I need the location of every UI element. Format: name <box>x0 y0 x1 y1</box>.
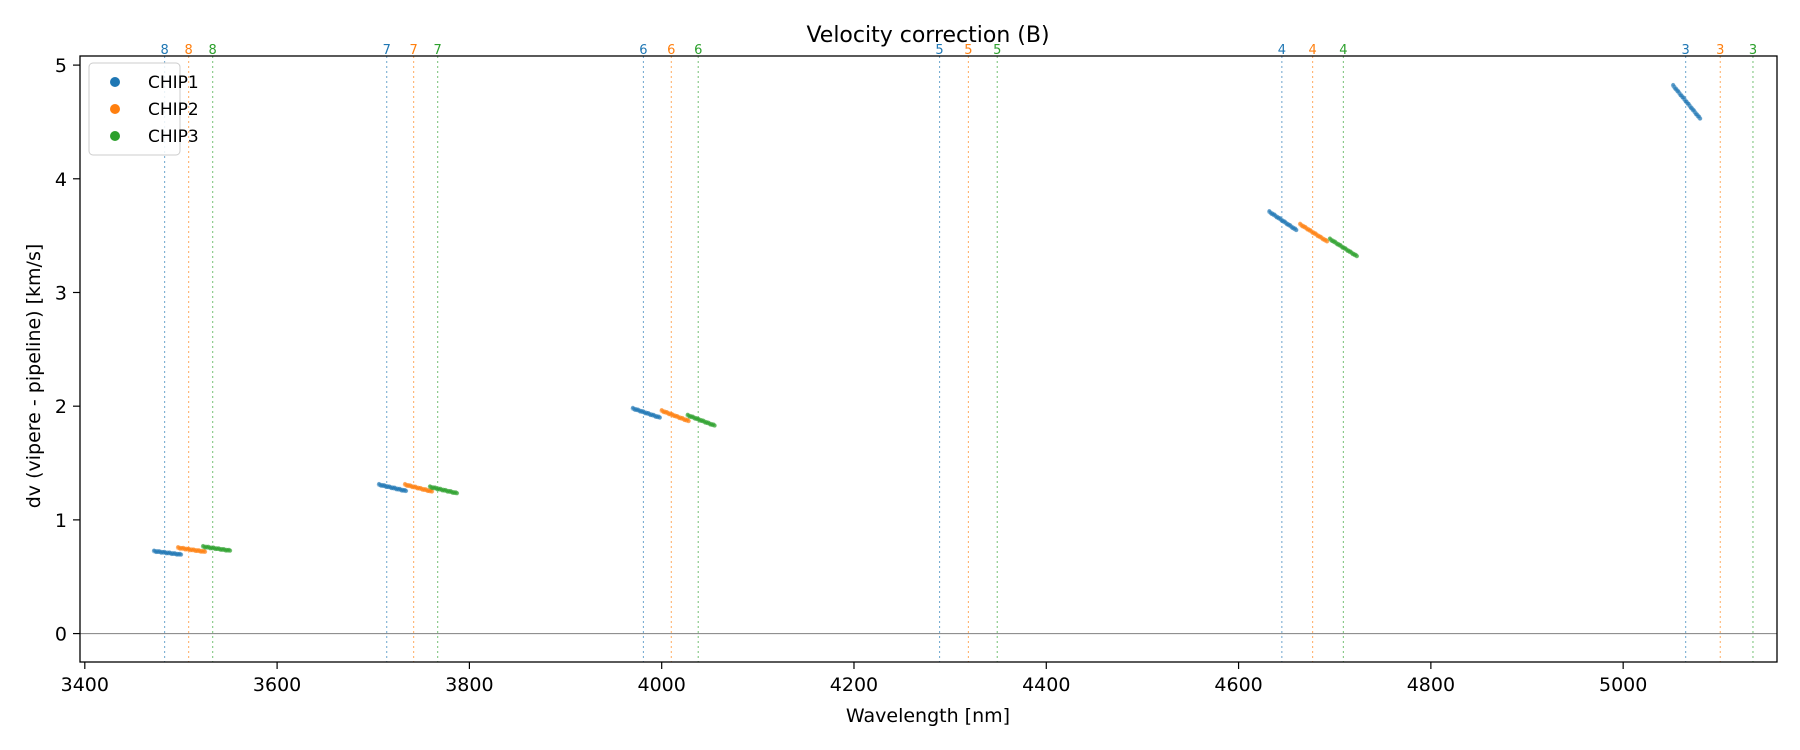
series-segment <box>1267 209 1299 233</box>
data-point <box>1294 228 1299 232</box>
chart-title: Velocity correction (B) <box>806 23 1049 48</box>
legend-marker-chip1 <box>110 77 120 87</box>
order-marker-label: 7 <box>409 43 417 58</box>
series-segment <box>1327 236 1360 259</box>
legend-label-chip2: CHIP2 <box>148 100 199 120</box>
series-chip1 <box>151 82 1703 557</box>
x-tick-label: 4800 <box>1407 674 1455 696</box>
order-marker-label: 4 <box>1308 43 1316 58</box>
series-segment <box>1297 221 1330 244</box>
order-marker-label: 6 <box>694 43 702 58</box>
data-point <box>455 491 459 495</box>
series-chip2 <box>175 221 1330 554</box>
data-point <box>228 548 232 553</box>
data-point <box>404 489 408 493</box>
legend-marker-chip2 <box>110 104 120 114</box>
series-segment <box>402 481 435 494</box>
series-segment <box>151 548 184 557</box>
order-marker-label: 5 <box>964 43 972 58</box>
order-marker-lines <box>164 56 1754 662</box>
legend-box <box>88 62 181 156</box>
series-segment <box>175 545 208 554</box>
series-segment <box>630 405 663 420</box>
legend-label-chip3: CHIP3 <box>148 127 199 147</box>
x-tick-label: 3600 <box>253 674 301 696</box>
data-point <box>203 549 207 554</box>
data-point <box>686 419 691 423</box>
y-tick-label: 1 <box>55 510 67 532</box>
data-point <box>712 423 717 428</box>
data-point <box>1325 239 1329 244</box>
x-tick-label: 4000 <box>638 674 686 696</box>
data-point <box>1698 116 1702 121</box>
legend-marker-chip3 <box>110 131 120 141</box>
data-point <box>430 489 434 494</box>
x-tick-label: 5000 <box>1599 674 1647 696</box>
order-marker-label: 8 <box>160 43 168 58</box>
x-axis-ticks: 3400 3600 3800 4000 4200 4400 4600 4800 5000 <box>61 662 1647 696</box>
data-point <box>1355 254 1359 258</box>
order-marker-label: 3 <box>1682 43 1690 58</box>
x-tick-label: 4600 <box>1214 674 1262 696</box>
legend: CHIP1 CHIP2 CHIP3 <box>88 62 199 156</box>
order-marker-label: 6 <box>639 43 647 58</box>
y-tick-label: 3 <box>55 282 67 304</box>
legend-label-chip1: CHIP1 <box>148 73 199 93</box>
series-segment <box>376 481 409 494</box>
order-marker-label: 7 <box>383 43 391 58</box>
y-tick-label: 2 <box>55 396 67 418</box>
series-layer <box>151 82 1703 557</box>
series-chip3 <box>200 236 1360 553</box>
order-marker-label: 8 <box>209 43 217 58</box>
x-tick-label: 3800 <box>445 674 493 696</box>
series-segment <box>427 484 460 496</box>
y-axis-ticks: 0 1 2 3 4 5 <box>55 55 80 646</box>
order-marker-label: 3 <box>1749 43 1757 58</box>
order-marker-label: 3 <box>1716 43 1724 58</box>
order-marker-label: 4 <box>1339 43 1347 58</box>
series-segment <box>200 543 233 553</box>
order-marker-label: 4 <box>1278 43 1286 58</box>
order-marker-label: 8 <box>185 43 193 58</box>
x-tick-label: 3400 <box>61 674 109 696</box>
y-tick-label: 0 <box>55 624 67 646</box>
order-marker-label: 6 <box>667 43 675 58</box>
x-axis-label: Wavelength [nm] <box>846 705 1010 727</box>
series-segment <box>685 412 717 428</box>
x-tick-label: 4400 <box>1022 674 1070 696</box>
series-segment <box>659 408 691 424</box>
order-marker-labels: 8 7 6 5 4 3 8 7 6 5 4 3 8 7 6 5 4 3 <box>160 43 1757 58</box>
data-point <box>657 415 662 420</box>
series-segment <box>1670 82 1703 121</box>
y-tick-label: 4 <box>55 169 67 191</box>
order-marker-label: 5 <box>935 43 943 58</box>
x-tick-label: 4200 <box>830 674 878 696</box>
order-marker-label: 5 <box>993 43 1001 58</box>
order-marker-label: 7 <box>434 43 442 58</box>
plot-frame <box>79 55 1778 663</box>
y-axis-label: dv (vipere - pipeline) [km/s] <box>23 244 45 509</box>
data-point <box>179 552 183 557</box>
y-tick-label: 5 <box>55 55 67 77</box>
